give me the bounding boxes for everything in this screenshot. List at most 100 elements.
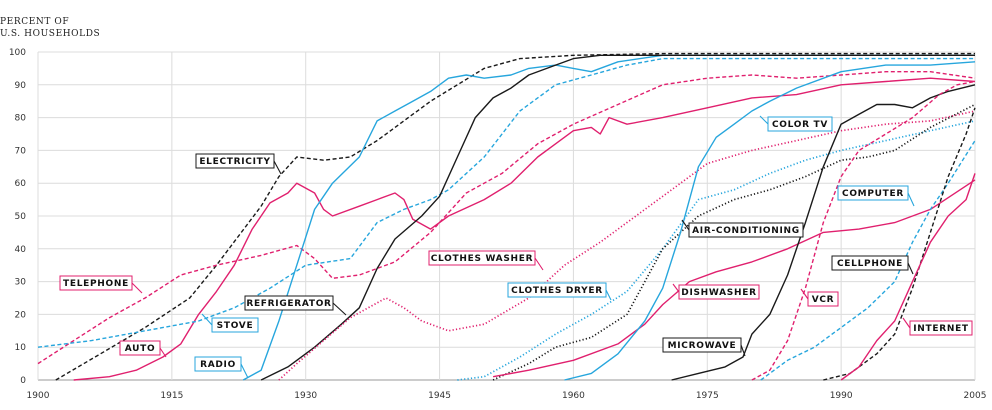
label-vcr: VCR	[800, 288, 839, 307]
label-telephone: TELEPHONE	[59, 275, 143, 294]
label-leader	[332, 302, 347, 316]
x-tick-label: 1960	[562, 391, 585, 401]
label-text: MICROWAVE	[668, 341, 737, 351]
x-tick-label: 2005	[964, 391, 987, 401]
y-tick-label: 30	[15, 278, 27, 288]
x-tick-label: 1930	[294, 391, 317, 401]
series-vcr	[751, 80, 976, 381]
label-text: CLOTHES WASHER	[431, 254, 534, 264]
y-axis-title-line2: U.S. HOUSEHOLDS	[0, 29, 100, 39]
x-tick-label: 1945	[428, 391, 451, 401]
label-box	[678, 284, 760, 300]
label-color-tv: COLOR TV	[759, 115, 833, 132]
label-text: COLOR TV	[772, 120, 828, 130]
y-tick-label: 70	[15, 146, 27, 156]
label-text: TELEPHONE	[63, 279, 129, 289]
label-leader	[902, 317, 911, 329]
label-radio: RADIO	[194, 356, 249, 379]
label-box	[194, 356, 242, 372]
label-box	[767, 116, 833, 132]
label-text: INTERNET	[913, 324, 969, 334]
x-tick-label: 1915	[160, 391, 183, 401]
label-leader	[201, 313, 213, 326]
label-box	[507, 282, 607, 298]
label-leader	[534, 257, 544, 271]
y-tick-label: 0	[20, 376, 26, 386]
label-cellphone: CELLPHONE	[831, 255, 914, 275]
series-cellphone	[823, 107, 976, 381]
series-lines	[37, 52, 976, 381]
label-air-conditioning: AIR-CONDITIONING	[681, 219, 804, 238]
label-leader	[759, 115, 769, 125]
label-computer: COMPUTER	[837, 185, 915, 207]
y-tick-label: 10	[15, 343, 27, 353]
label-text: ELECTRICITY	[199, 157, 270, 167]
label-text: COMPUTER	[842, 189, 904, 199]
label-clothes-dryer: CLOTHES DRYER	[507, 282, 612, 301]
series-internet	[840, 173, 976, 381]
label-text: VCR	[812, 295, 835, 305]
y-tick-label: 90	[15, 81, 27, 91]
label-box	[688, 222, 804, 238]
label-box	[831, 255, 909, 271]
label-text: CLOTHES DRYER	[511, 286, 603, 296]
label-text: DISHWASHER	[681, 288, 756, 298]
label-clothes-washer: CLOTHES WASHER	[428, 250, 544, 271]
y-tick-label: 60	[15, 179, 27, 189]
y-tick-label: 50	[15, 212, 27, 222]
series-clothes-dryer	[457, 120, 976, 381]
x-tick-label: 1990	[830, 391, 853, 401]
label-refrigerator: REFRIGERATOR	[244, 295, 347, 316]
y-tick-label: 100	[9, 48, 26, 58]
label-internet: INTERNET	[902, 317, 973, 336]
label-text: AUTO	[125, 344, 156, 354]
series-telephone	[37, 71, 976, 365]
y-tick-label: 40	[15, 245, 27, 255]
y-tick-labels: 0 10 20 30 40 50 60 70 80 90 100	[9, 48, 26, 386]
series-electricity	[55, 52, 975, 381]
label-box	[807, 291, 839, 307]
label-leader	[681, 219, 690, 231]
label-text: AIR-CONDITIONING	[692, 226, 800, 236]
x-tick-label: 1900	[27, 391, 50, 401]
series-auto	[73, 77, 976, 381]
y-axis-title-line1: PERCENT OF	[0, 17, 69, 27]
series-microwave	[671, 84, 976, 381]
label-box	[909, 320, 973, 336]
label-box	[195, 153, 275, 169]
label-leader	[605, 289, 612, 301]
series-dishwasher	[492, 179, 976, 378]
label-leader	[273, 160, 282, 175]
label-microwave: MICROWAVE	[662, 337, 746, 357]
gridlines	[37, 51, 976, 381]
label-box	[211, 317, 259, 333]
label-stove: STOVE	[201, 313, 259, 333]
label-leader	[672, 283, 680, 293]
label-leader	[159, 347, 167, 358]
label-leader	[131, 282, 143, 294]
label-box	[119, 340, 161, 356]
series-labels: ELECTRICITY TELEPHONE AUTO STOVE RADIO REFRIG…	[59, 115, 973, 379]
label-leader	[740, 344, 746, 357]
label-box	[662, 337, 742, 353]
x-tick-labels: 1900 1915 1930 1945 1960 1975 1990 2005	[27, 391, 987, 401]
label-text: REFRIGERATOR	[246, 299, 331, 309]
label-auto: AUTO	[119, 340, 167, 358]
series-clothes-washer	[278, 110, 976, 381]
label-text: CELLPHONE	[837, 259, 903, 269]
label-leader	[907, 192, 915, 207]
x-tick-label: 1975	[696, 391, 719, 401]
label-box	[428, 250, 536, 266]
y-tick-label: 80	[15, 114, 27, 124]
label-text: RADIO	[200, 360, 236, 370]
series-refrigerator	[260, 54, 975, 381]
series-color-tv	[564, 61, 976, 381]
series-radio	[242, 54, 975, 381]
label-box	[244, 295, 334, 311]
label-leader	[907, 262, 914, 275]
series-stove	[37, 57, 975, 348]
series-computer	[760, 140, 976, 381]
label-leader	[240, 363, 249, 379]
label-dishwasher: DISHWASHER	[672, 283, 760, 300]
